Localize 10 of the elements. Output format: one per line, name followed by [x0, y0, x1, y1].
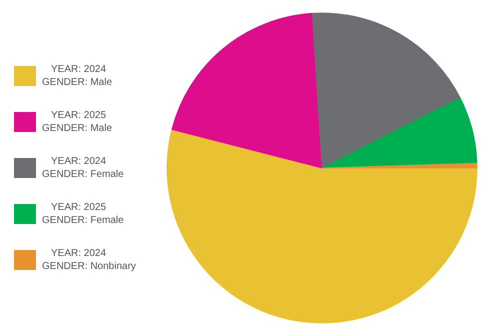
- pie-slice: [312, 12, 461, 168]
- pie-slice: [171, 12, 322, 168]
- legend-label: YEAR: 2025 GENDER: Female: [42, 202, 124, 226]
- pie-slice: [322, 97, 478, 168]
- legend-label: YEAR: 2024 GENDER: Female: [42, 156, 124, 180]
- pie-slice: [322, 162, 478, 168]
- legend-label: YEAR: 2025 GENDER: Male: [42, 110, 112, 134]
- pie-slice: [166, 129, 478, 324]
- legend-label: YEAR: 2024 GENDER: Male: [42, 64, 112, 88]
- legend-label: YEAR: 2024 GENDER: Nonbinary: [42, 248, 136, 272]
